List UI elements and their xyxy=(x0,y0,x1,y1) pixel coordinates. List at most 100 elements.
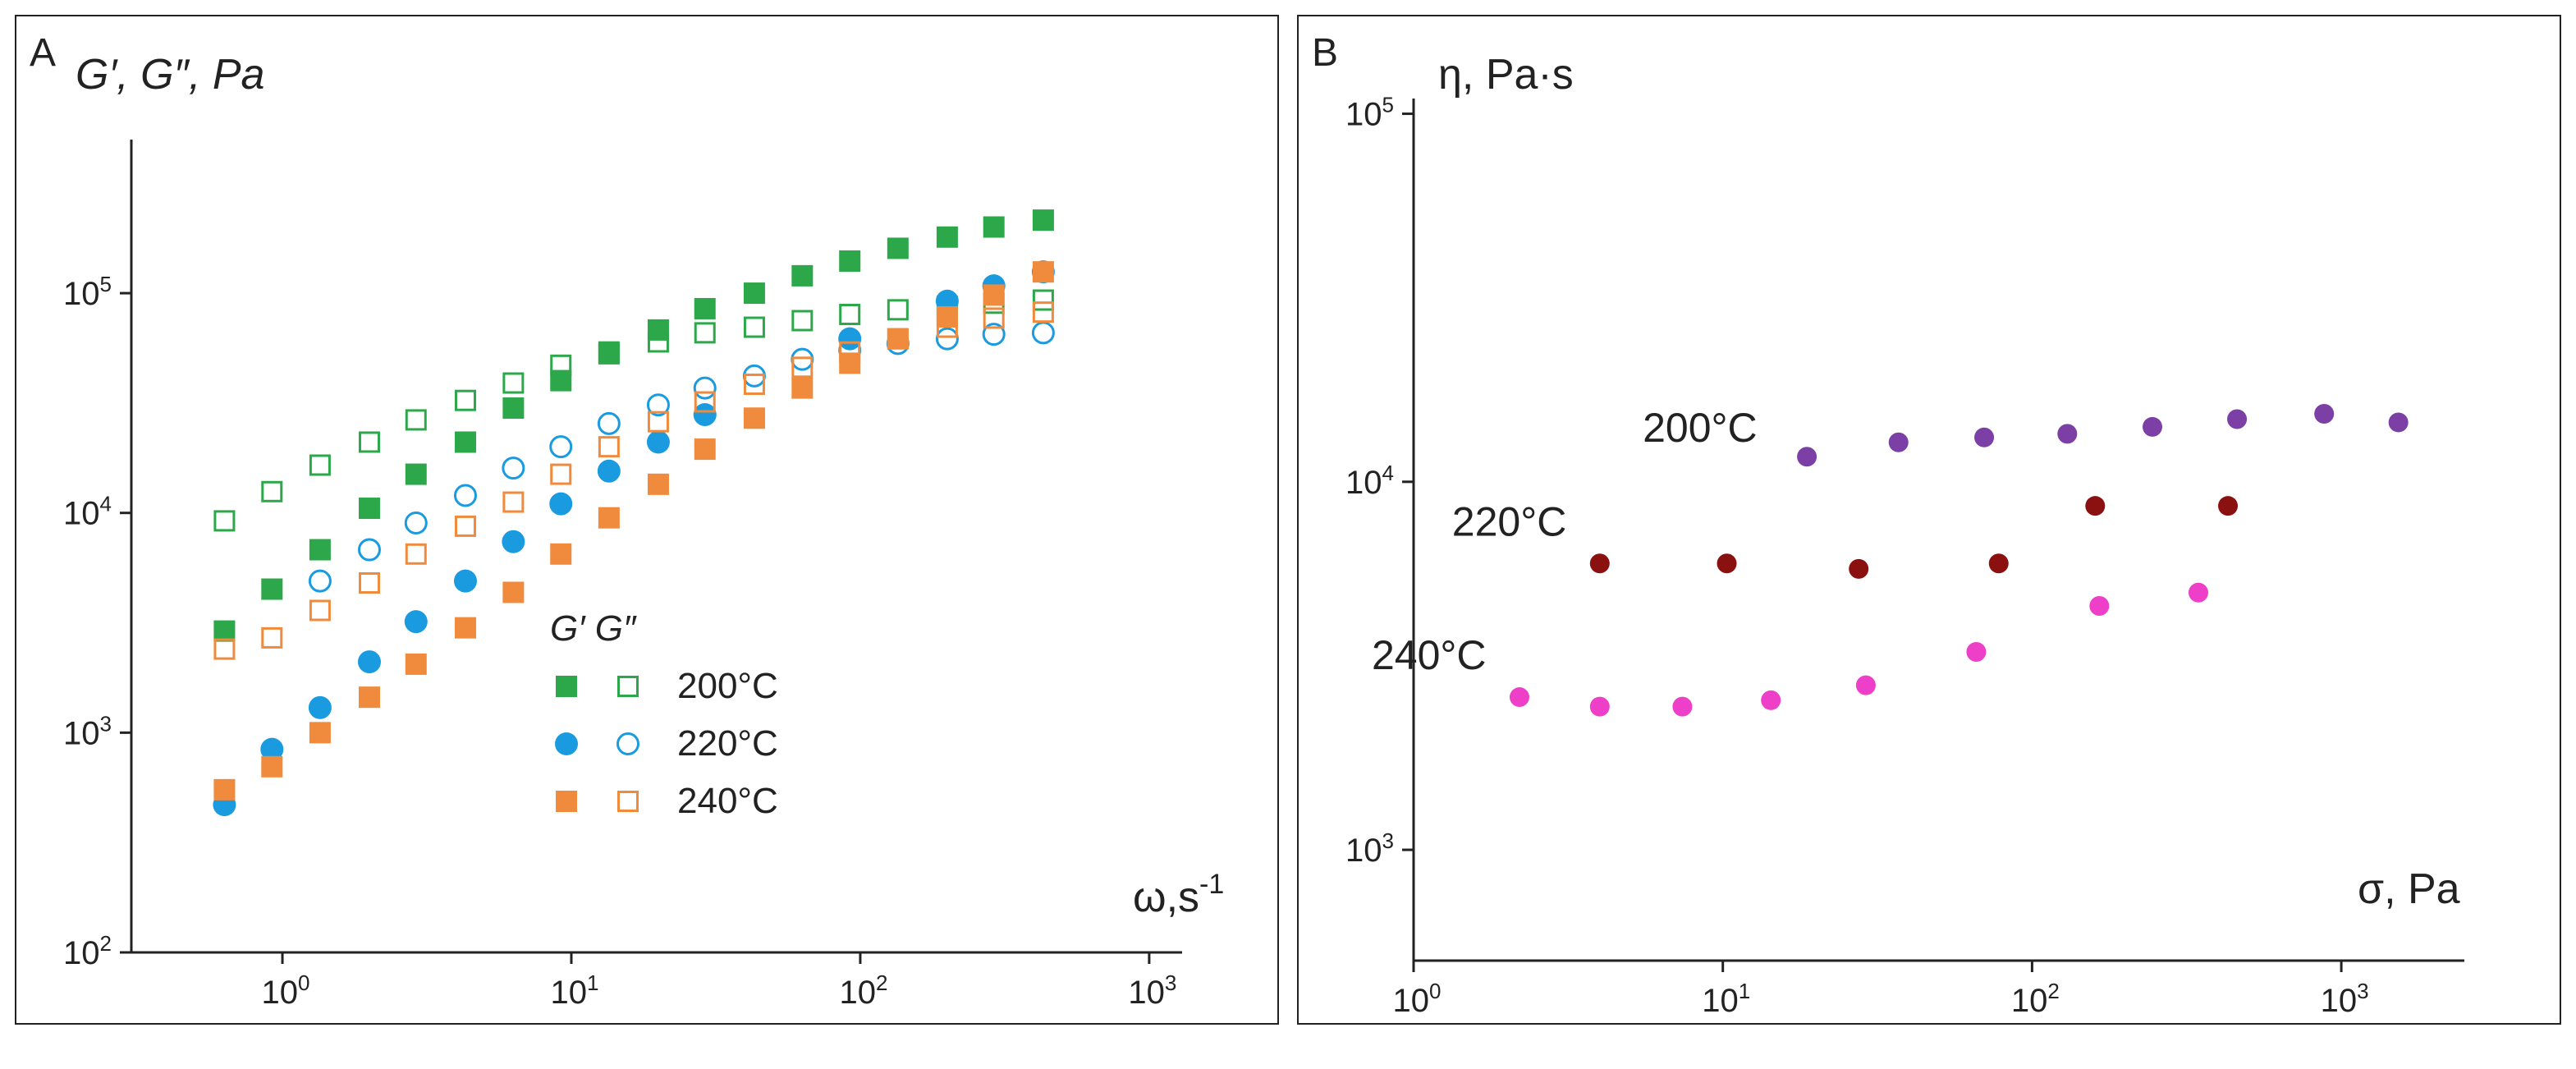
data-point xyxy=(502,581,525,603)
data-point xyxy=(647,411,669,433)
data-point xyxy=(1032,261,1054,283)
data-point xyxy=(791,377,814,399)
data-point xyxy=(261,480,283,502)
data-point xyxy=(405,463,427,485)
x-tick-label: 101 xyxy=(551,970,599,1011)
data-point xyxy=(309,599,331,622)
data-point xyxy=(261,578,283,600)
data-point xyxy=(502,372,525,394)
data-point xyxy=(213,620,236,642)
series-annotation: 220°C xyxy=(1452,498,1567,544)
x-tick-label: 103 xyxy=(2321,979,2369,1019)
data-point xyxy=(357,650,381,674)
data-point xyxy=(694,297,716,319)
series-annotation: 240°C xyxy=(1372,632,1487,678)
data-point xyxy=(549,435,573,459)
series-220c xyxy=(1589,496,2239,579)
data-point xyxy=(1032,209,1054,232)
legend-label: 200°C xyxy=(677,666,778,706)
x-tick-label: 100 xyxy=(1393,979,1442,1019)
data-point xyxy=(502,491,525,513)
data-point xyxy=(743,374,765,396)
y-axis-title: G′, G″, Pa xyxy=(76,51,264,99)
y-tick-label: 105 xyxy=(1345,93,1394,133)
data-point xyxy=(694,322,716,344)
data-point xyxy=(2142,416,2162,437)
data-point xyxy=(454,515,476,537)
data-point xyxy=(1797,447,1817,467)
panel-a: 100 101 102 103 102 103 104 105 A G′, G″, Pa ω,s-1… xyxy=(15,15,1279,1025)
data-point xyxy=(2089,595,2110,616)
data-point xyxy=(1966,641,1987,662)
data-point xyxy=(743,407,765,429)
data-point xyxy=(308,695,332,719)
data-point xyxy=(1855,675,1876,695)
legend-marker-gprime xyxy=(555,732,578,755)
data-point xyxy=(647,319,669,341)
data-point xyxy=(309,454,331,476)
legend-marker-gprime xyxy=(556,676,577,697)
series-200c-square-open xyxy=(213,289,1054,532)
data-point xyxy=(358,572,380,594)
data-point xyxy=(1849,558,1869,579)
data-point xyxy=(358,431,380,453)
data-point xyxy=(887,328,909,350)
data-point xyxy=(2314,404,2335,424)
data-point xyxy=(2388,412,2409,433)
data-point xyxy=(213,778,236,801)
legend-header: G′ G″ xyxy=(550,608,637,649)
data-point xyxy=(453,484,477,507)
y-tick-label: 103 xyxy=(1345,828,1394,869)
data-point xyxy=(936,316,958,338)
data-point xyxy=(358,498,380,520)
series-240c xyxy=(1509,582,2208,717)
data-point xyxy=(1717,553,1737,574)
data-point xyxy=(839,352,861,374)
x-tick-label: 102 xyxy=(2011,979,2060,1019)
legend-label: 220°C xyxy=(677,723,778,764)
y-tick-label: 104 xyxy=(1345,461,1394,501)
data-point xyxy=(693,403,717,427)
data-point xyxy=(260,737,284,761)
legend-marker-gdoubleprime xyxy=(617,791,639,812)
x-axis-title: ω,s-1 xyxy=(1133,869,1224,921)
data-point xyxy=(309,539,331,561)
series-200c-square-filled xyxy=(213,209,1054,642)
panel-label: B xyxy=(1312,31,1338,75)
y-tick-label: 103 xyxy=(63,711,112,751)
data-point xyxy=(1032,301,1054,323)
data-point xyxy=(791,347,814,371)
y-tick-label: 104 xyxy=(63,492,112,532)
data-point xyxy=(404,610,428,634)
data-point xyxy=(1589,696,1610,717)
data-point xyxy=(887,237,909,259)
y-tick-label: 102 xyxy=(63,931,112,971)
data-point xyxy=(550,354,572,376)
x-tick-label: 102 xyxy=(839,970,887,1011)
data-point xyxy=(1974,427,1995,447)
data-point xyxy=(502,530,525,553)
data-point xyxy=(2227,409,2248,429)
y-axis-title: η, Pa·s xyxy=(1438,51,1574,99)
data-point xyxy=(404,511,428,534)
data-point xyxy=(2218,496,2239,516)
x-tick-label: 100 xyxy=(262,970,310,1011)
data-point xyxy=(1672,696,1693,717)
data-point xyxy=(1509,687,1529,708)
data-point xyxy=(2085,496,2106,516)
data-point xyxy=(453,569,477,593)
data-point xyxy=(887,328,909,350)
data-point xyxy=(597,459,621,483)
data-point xyxy=(887,299,909,321)
data-point xyxy=(549,492,573,516)
legend-marker-gprime xyxy=(556,791,577,812)
series-220c-circle-open xyxy=(308,321,1055,593)
data-point xyxy=(598,507,620,529)
data-point xyxy=(405,409,427,431)
series-240c-square-filled xyxy=(213,261,1054,801)
data-point xyxy=(261,626,283,649)
data-point xyxy=(694,438,716,461)
data-point xyxy=(2188,582,2208,603)
data-point xyxy=(791,356,814,379)
